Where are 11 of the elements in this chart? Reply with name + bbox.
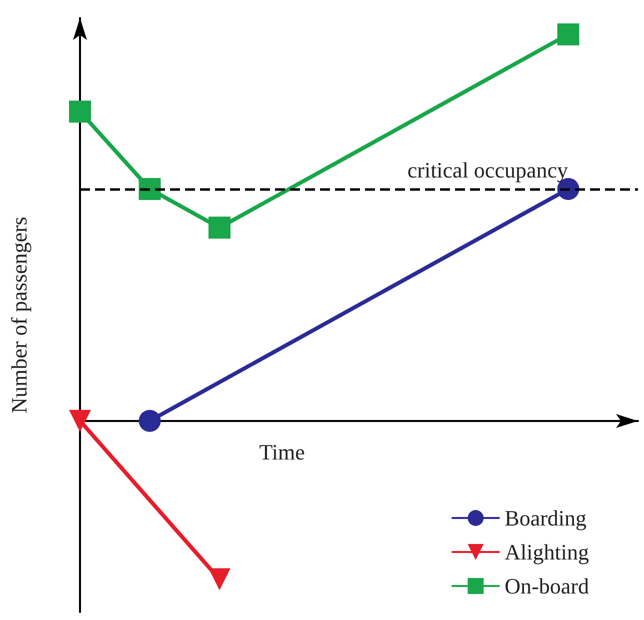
point xyxy=(138,178,161,200)
legend-label: On-board xyxy=(504,574,589,598)
point xyxy=(69,100,91,123)
point xyxy=(138,410,161,432)
legend-label: Boarding xyxy=(504,506,587,530)
ref-line-label: critical occupancy xyxy=(407,157,568,182)
legend-label: Alighting xyxy=(504,540,590,564)
point xyxy=(208,216,230,239)
y-axis-title: Number of passengers xyxy=(6,216,32,414)
x-axis-title: Time xyxy=(259,439,305,464)
point xyxy=(557,23,580,46)
